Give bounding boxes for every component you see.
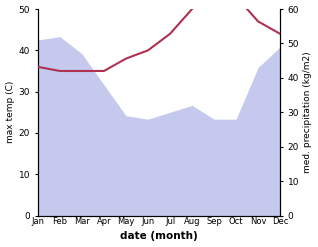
X-axis label: date (month): date (month) (120, 231, 198, 242)
Y-axis label: med. precipitation (kg/m2): med. precipitation (kg/m2) (303, 51, 313, 173)
Y-axis label: max temp (C): max temp (C) (5, 81, 15, 144)
